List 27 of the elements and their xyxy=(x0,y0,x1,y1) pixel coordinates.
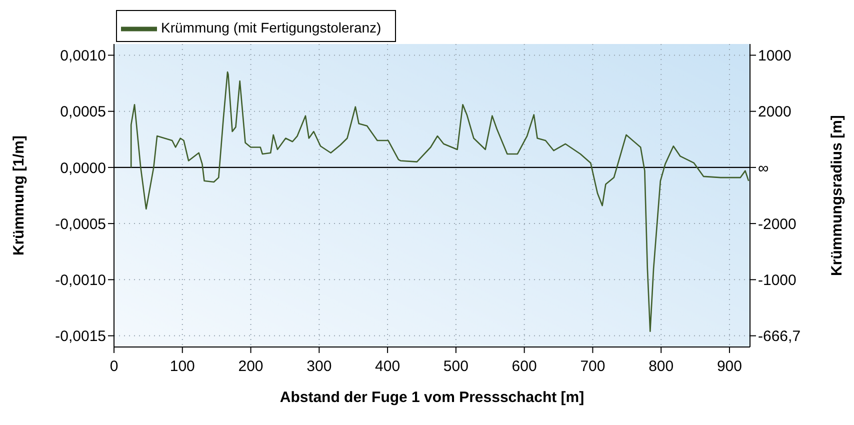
y-axis-title: Krümmung [1/m] xyxy=(10,135,28,256)
x-axis-title: Abstand der Fuge 1 vom Pressschacht [m] xyxy=(280,389,584,406)
y-tick-label: -0,0005 xyxy=(55,216,106,233)
x-tick-label: 700 xyxy=(580,358,606,375)
x-tick-label: 600 xyxy=(512,358,537,375)
y-tick-label: -0,0010 xyxy=(55,272,106,289)
legend-label: Krümmung (mit Fertigungstoleranz) xyxy=(161,20,382,36)
y-tick-label: -0,0015 xyxy=(55,328,106,346)
x-tick-label: 300 xyxy=(306,358,332,375)
x-tick-label: 200 xyxy=(238,358,264,375)
x-tick-label: 800 xyxy=(648,358,674,375)
y-tick-label: 0,0005 xyxy=(60,104,106,121)
x-tick-label: 100 xyxy=(170,358,195,375)
x-tick-label: 0 xyxy=(110,358,118,375)
text: -2000 xyxy=(758,216,796,233)
x-tick-label: 400 xyxy=(375,358,400,375)
text: ∞ xyxy=(758,160,769,177)
x-tick-label: 900 xyxy=(716,358,742,375)
text: -1000 xyxy=(758,272,796,289)
x-tick-label: 500 xyxy=(443,358,468,375)
text: -666,7 xyxy=(758,328,801,346)
text: Krümmungsradius [m] xyxy=(828,115,846,276)
text: 2000 xyxy=(758,104,792,121)
y-tick-label: 0,0000 xyxy=(60,160,106,177)
y-tick-label: 0,0010 xyxy=(60,48,106,65)
text: 1000 xyxy=(758,48,792,65)
line-series xyxy=(130,71,750,332)
